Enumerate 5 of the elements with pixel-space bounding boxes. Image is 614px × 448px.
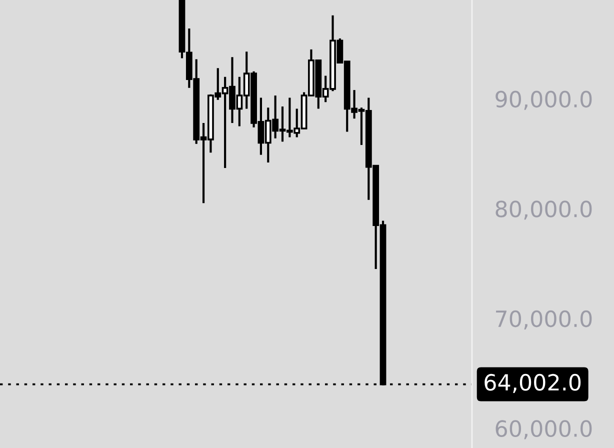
y-tick-label: 90,000.0	[496, 90, 592, 110]
y-tick-label: 80,000.0	[496, 200, 592, 220]
y-tick-label: 70,000.0	[496, 310, 592, 330]
ref-line-label: 64,002.0	[484, 374, 581, 394]
y-tick-label: 60,000.0	[496, 420, 592, 440]
